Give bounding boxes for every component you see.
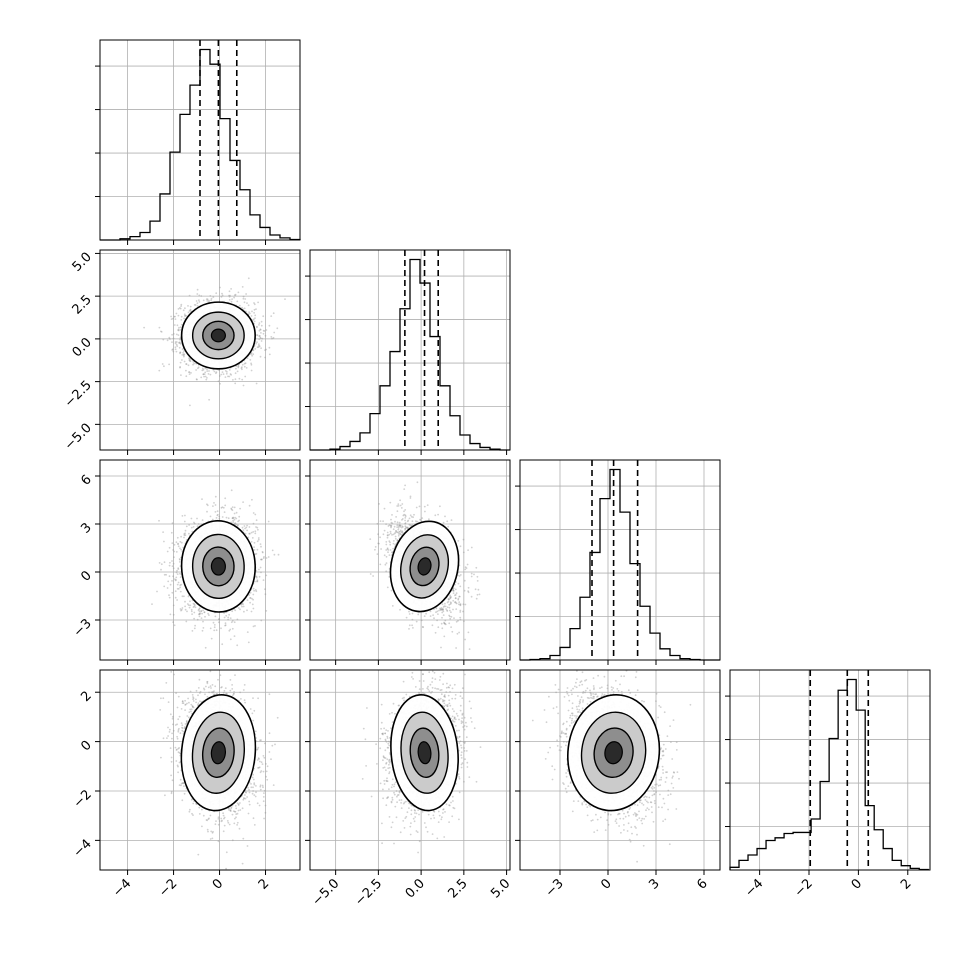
xtick-label-0-2: 0 [210, 876, 226, 892]
hist-panel-3 [725, 669, 931, 871]
ytick-label-3-1: −2 [71, 787, 95, 811]
ytick-label-1-3: 2.5 [70, 292, 95, 317]
ytick-label-1-0: −5.0 [62, 421, 95, 454]
ytick-label-1-4: 5.0 [70, 250, 95, 275]
density-grid-3-1 [310, 670, 510, 870]
ytick-label-2-0: −3 [71, 616, 95, 640]
density-panel-2-1 [309, 459, 511, 661]
xtick-label-2-3: 6 [694, 876, 710, 892]
xtick-label-1-1: −2.5 [352, 876, 385, 909]
hist-frame-1 [309, 249, 511, 451]
ytick-label-3-0: −4 [71, 837, 95, 861]
density-frame-3-0 [99, 669, 301, 871]
xtick-label-1-4: 5.0 [488, 876, 513, 901]
hist-panel-0 [95, 39, 301, 241]
density-frame-2-1 [309, 459, 511, 661]
density-panel-3-0 [99, 669, 301, 871]
contour-1-0-3 [210, 328, 226, 343]
hist-frame-2 [519, 459, 721, 661]
xtick-label-3-3: 2 [898, 876, 914, 892]
hist-frame-0 [99, 39, 301, 241]
density-panel-2-0 [99, 459, 301, 661]
xtick-label-0-3: 2 [256, 876, 272, 892]
hist-frame-3 [729, 669, 931, 871]
hist-step-0 [100, 48, 301, 241]
density-panel-1-0 [99, 249, 301, 451]
xtick-label-1-0: −5.0 [310, 876, 343, 909]
hist-step-2 [520, 468, 720, 661]
contour-2-0-3 [210, 557, 226, 576]
contour-3-2-3 [604, 741, 623, 765]
density-frame-1-0 [99, 249, 301, 451]
ytick-label-3-3: 2 [78, 688, 94, 704]
hist-grid-2 [559, 460, 705, 660]
hist-panel-1 [305, 249, 511, 451]
contour-3-0-3 [210, 741, 227, 765]
ytick-label-2-2: 3 [78, 520, 94, 536]
density-panel-3-2 [519, 669, 721, 871]
density-frame-2-0 [99, 459, 301, 661]
xtick-label-1-2: 0.0 [403, 876, 428, 901]
xtick-label-0-1: −2 [156, 876, 180, 900]
xtick-label-1-3: 2.5 [445, 876, 470, 901]
ytick-label-2-1: 0 [78, 568, 94, 584]
ytick-label-2-3: 6 [78, 472, 94, 488]
hist-grid-1 [335, 250, 507, 450]
xtick-label-0-0: −4 [110, 876, 134, 900]
ytick-label-3-2: 0 [78, 738, 94, 754]
hist-panel-2 [515, 459, 721, 661]
density-frame-3-2 [519, 669, 721, 871]
xtick-label-2-2: 3 [646, 876, 662, 892]
xtick-label-3-1: −2 [792, 876, 816, 900]
density-frame-3-1 [309, 669, 511, 871]
xtick-label-3-2: 0 [849, 876, 865, 892]
ytick-label-1-2: 0.0 [70, 335, 95, 360]
ytick-label-1-1: −2.5 [62, 378, 95, 411]
density-panel-3-1 [309, 669, 511, 871]
xtick-label-3-0: −4 [742, 876, 766, 900]
xtick-label-2-1: 0 [598, 876, 614, 892]
hist-grid-0 [127, 40, 266, 240]
hist-step-3 [729, 678, 929, 871]
hist-grid-3 [759, 670, 909, 870]
xtick-label-2-0: −3 [543, 876, 567, 900]
contour-2-1-3 [417, 557, 432, 576]
density-grid-2-0 [100, 460, 300, 660]
hist-step-1 [310, 258, 510, 451]
contour-3-1-3 [417, 741, 432, 765]
density-grid-1-0 [100, 250, 300, 450]
